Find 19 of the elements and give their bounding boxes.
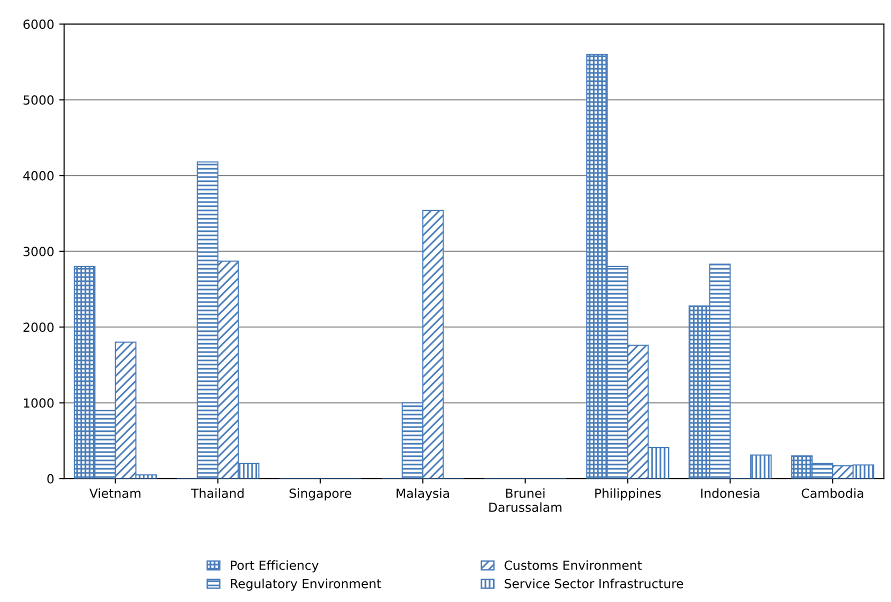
legend-label: Service Sector Infrastructure — [504, 578, 684, 588]
y-tick-label: 2000 — [24, 322, 54, 332]
legend-label: Port Efficiency — [230, 560, 319, 572]
x-tick-label: Thailand — [190, 488, 244, 498]
x-tick-label: Malaysia — [396, 488, 449, 500]
x-tick-label: Cambodia — [802, 488, 864, 498]
x-tick-label: Brunei Darussalam — [489, 488, 562, 512]
x-tick-label: Vietnam — [89, 488, 140, 498]
y-tick-label: 5000 — [24, 95, 54, 105]
y-tick-label: 3000 — [24, 246, 54, 256]
legend-label: Customs Environment — [504, 560, 642, 570]
y-tick-label: 6000 — [23, 20, 54, 30]
y-tick-label: 1000 — [24, 398, 54, 408]
x-tick-label: Indonesia — [701, 488, 760, 498]
x-tick-label: Singapore — [290, 488, 352, 500]
x-tick-label: Philippines — [595, 488, 661, 500]
y-tick-label: 0 — [47, 474, 54, 484]
legend-label: Regulatory Environment — [230, 578, 382, 591]
y-tick-label: 4000 — [23, 171, 54, 181]
